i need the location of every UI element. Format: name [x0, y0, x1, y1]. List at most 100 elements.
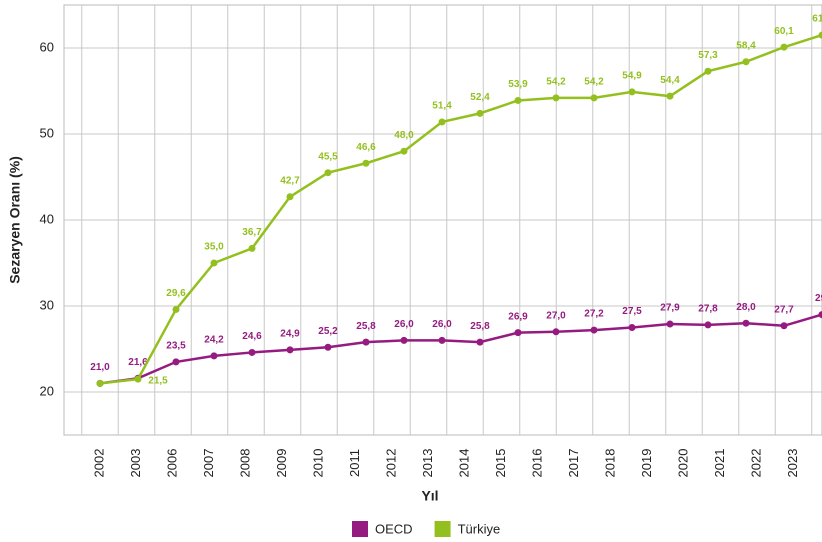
legend-label: Türkiye [458, 521, 501, 536]
data-point [210, 352, 218, 360]
data-point [248, 348, 256, 356]
y-tick-label: 60 [40, 39, 54, 54]
x-tick-label: 2006 [164, 449, 179, 478]
x-tick-label: 2013 [420, 449, 435, 478]
data-label: 24,9 [280, 329, 300, 340]
data-point [742, 58, 750, 66]
data-label: 27,5 [622, 306, 642, 317]
data-point [628, 324, 636, 331]
x-tick-label: 2012 [383, 449, 398, 478]
data-point [590, 326, 598, 334]
data-label: 54,9 [622, 71, 642, 82]
data-point [476, 338, 484, 346]
data-label: 45,5 [318, 151, 338, 162]
data-label: 27,0 [546, 310, 566, 321]
x-tick-label: 2011 [347, 449, 362, 477]
series-line [99, 313, 822, 385]
data-label: 27,7 [774, 304, 794, 315]
data-label: 26,0 [432, 319, 452, 330]
data-label: 61,5 [812, 14, 822, 25]
y-tick-label: 20 [40, 383, 54, 398]
data-label: 29, [815, 293, 822, 304]
data-label: 54,2 [584, 77, 604, 88]
data-point [362, 338, 370, 346]
data-point [324, 169, 332, 177]
data-label: 36,7 [242, 227, 262, 238]
x-tick-label: 2009 [274, 449, 289, 478]
legend-label: OECD [375, 521, 413, 536]
x-tick-label: 2016 [529, 449, 544, 478]
data-label: 24,2 [204, 335, 224, 346]
data-point [514, 329, 522, 337]
y-tick-label: 30 [40, 297, 54, 312]
data-point [552, 94, 560, 102]
data-label: 21,0 [90, 362, 110, 373]
data-label: 27,9 [660, 303, 680, 314]
data-point [476, 109, 484, 117]
data-point [400, 147, 408, 155]
data-label: 58,4 [736, 40, 756, 51]
data-label: 25,2 [318, 326, 338, 337]
x-axis-title: Yıl [421, 488, 438, 504]
data-label: 24,6 [242, 331, 262, 342]
x-tick-label: 2008 [237, 449, 252, 478]
data-point [514, 96, 522, 104]
x-tick-label: 2019 [639, 449, 654, 478]
data-point [96, 379, 104, 387]
data-point [666, 320, 674, 328]
data-label: 29,6 [166, 288, 186, 299]
data-point [780, 322, 788, 330]
x-tick-label: 2010 [310, 449, 325, 478]
data-label: 60,1 [774, 26, 794, 37]
x-tick-label: 2021 [712, 449, 727, 478]
data-label: 25,8 [470, 321, 490, 332]
x-tick-label: 2007 [201, 449, 216, 478]
data-label: 23,5 [166, 341, 186, 352]
legend-swatch [352, 521, 368, 537]
data-label: 54,2 [546, 77, 566, 88]
data-label: 27,2 [584, 309, 604, 320]
data-label: 42,7 [280, 175, 300, 186]
data-point [248, 244, 256, 252]
data-point [818, 31, 822, 39]
x-tick-label: 2002 [91, 449, 106, 478]
data-point [552, 328, 560, 336]
data-point [172, 358, 180, 366]
data-label: 53,9 [508, 79, 528, 90]
data-label: 51,4 [432, 101, 452, 112]
data-point [704, 321, 712, 329]
series-line [99, 33, 822, 385]
x-tick-label: 2020 [675, 449, 690, 478]
data-label: 35,0 [204, 242, 224, 253]
data-label: 52,4 [470, 92, 490, 103]
data-label: 26,0 [394, 319, 414, 330]
y-tick-label: 50 [40, 125, 54, 140]
legend-swatch [434, 521, 451, 537]
x-tick-label: 2022 [748, 449, 763, 478]
data-point [818, 311, 822, 319]
data-point [286, 193, 294, 201]
data-label: 21,5 [148, 376, 168, 387]
data-label: 21,6 [128, 357, 148, 368]
data-point [704, 67, 712, 75]
data-point [400, 336, 408, 344]
data-label: 27,8 [698, 304, 718, 315]
data-point [362, 159, 370, 167]
data-point [742, 319, 750, 327]
data-label: 25,8 [356, 321, 376, 332]
x-tick-label: 2017 [566, 449, 581, 478]
data-point [172, 305, 180, 313]
data-point [628, 88, 636, 96]
data-point [780, 43, 788, 51]
y-tick-label: 40 [40, 211, 54, 226]
data-point [590, 94, 598, 102]
data-point [666, 92, 674, 100]
data-point [210, 259, 218, 267]
data-point [134, 375, 142, 383]
data-point [438, 118, 446, 126]
data-point [324, 343, 332, 351]
data-point [286, 346, 294, 354]
data-label: 26,9 [508, 311, 528, 322]
data-label: 48,0 [394, 130, 414, 141]
